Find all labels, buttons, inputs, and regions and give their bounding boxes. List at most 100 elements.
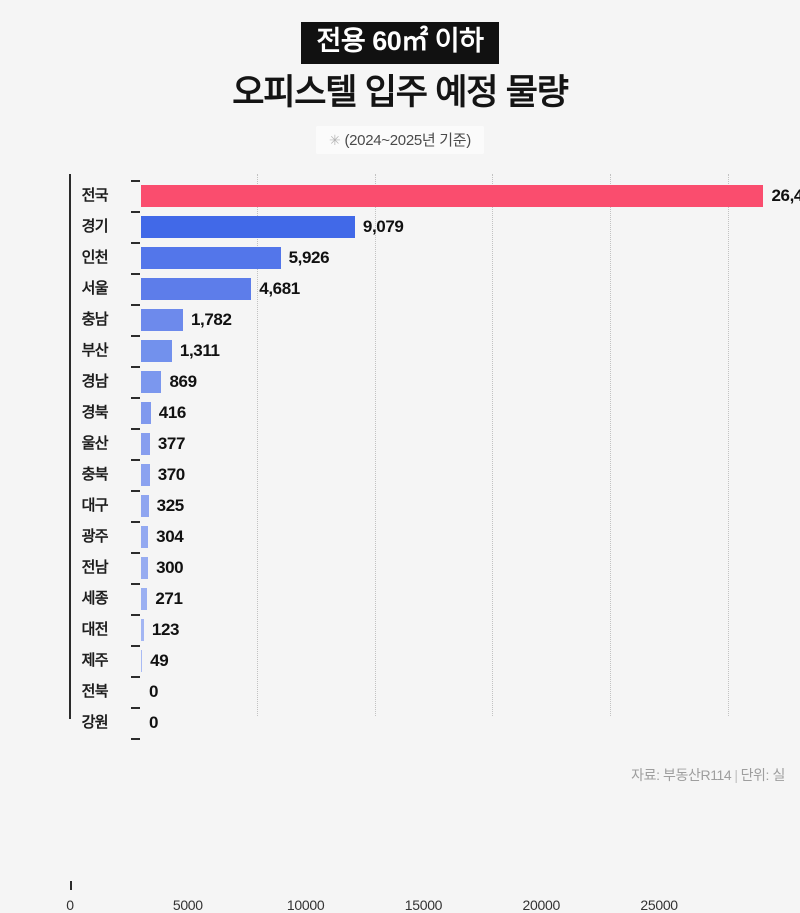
bar-row[interactable]: 경북 416 bbox=[70, 397, 800, 428]
bar-row[interactable]: 인천 5,926 bbox=[70, 242, 800, 273]
y-axis-tick bbox=[131, 180, 140, 182]
bar-row[interactable]: 충남 1,782 bbox=[70, 304, 800, 335]
bar[interactable] bbox=[141, 402, 151, 424]
x-axis-tick-label: 10000 bbox=[286, 897, 325, 913]
bar[interactable] bbox=[141, 278, 252, 300]
category-label: 전국 bbox=[81, 187, 109, 204]
bar-value-label: 300 bbox=[156, 558, 184, 577]
bar[interactable] bbox=[141, 588, 148, 610]
bar[interactable] bbox=[141, 650, 143, 672]
bar-value-label: 416 bbox=[158, 403, 187, 422]
bar[interactable] bbox=[141, 340, 172, 362]
plot-area: 전국 26,417 경기 9,079 인천 5,926 서울 4,681 충남 1,782 부산 1,… bbox=[70, 174, 800, 740]
page-title: 오피스텔 입주 예정 물량 bbox=[232, 72, 569, 112]
asterisk-icon: ✳ bbox=[329, 132, 341, 149]
y-axis-tick bbox=[131, 676, 140, 678]
bar-value-label: 123 bbox=[151, 620, 180, 639]
y-axis-tick bbox=[131, 459, 140, 461]
bar-row[interactable]: 강원 0 bbox=[70, 707, 800, 738]
bar-value-label: 0 bbox=[149, 682, 159, 701]
category-label: 충북 bbox=[81, 466, 109, 483]
subtitle-wrapper: ✳ (2024~2025년 기준) bbox=[0, 126, 800, 155]
bar-value-label: 1,782 bbox=[190, 310, 232, 329]
bar[interactable] bbox=[141, 433, 150, 455]
bar-row[interactable]: 전국 26,417 bbox=[70, 180, 800, 211]
category-label: 충남 bbox=[81, 311, 109, 328]
bar[interactable] bbox=[141, 526, 149, 548]
bar-value-label: 325 bbox=[156, 496, 185, 515]
bar[interactable] bbox=[141, 309, 183, 331]
bar-row[interactable]: 충북 370 bbox=[70, 459, 800, 490]
y-axis-tick bbox=[131, 645, 140, 647]
category-label: 전북 bbox=[81, 683, 109, 700]
bar-value-label: 5,926 bbox=[288, 248, 330, 267]
gridline bbox=[492, 174, 494, 716]
bar[interactable] bbox=[141, 371, 162, 393]
footer-separator: | bbox=[734, 767, 738, 783]
y-axis-tick bbox=[131, 335, 140, 337]
y-axis-tick bbox=[131, 490, 140, 492]
bar-row[interactable]: 제주 49 bbox=[70, 645, 800, 676]
bar[interactable] bbox=[141, 216, 355, 238]
bar-row[interactable]: 광주 304 bbox=[70, 521, 800, 552]
bar-value-label: 49 bbox=[150, 651, 169, 670]
y-axis-tick bbox=[131, 583, 140, 585]
category-badge: 전용 60㎡ 이하 bbox=[300, 22, 500, 64]
bar-value-label: 370 bbox=[157, 465, 186, 484]
gridline bbox=[374, 174, 376, 716]
y-axis-tick bbox=[131, 521, 140, 523]
bar[interactable] bbox=[141, 557, 149, 579]
bar-row[interactable]: 부산 1,311 bbox=[70, 335, 800, 366]
x-axis-tick-label: 0 bbox=[66, 897, 74, 913]
bar-value-label: 1,311 bbox=[179, 341, 220, 360]
bar[interactable] bbox=[141, 185, 764, 207]
y-axis-tick bbox=[131, 273, 140, 275]
category-label: 광주 bbox=[81, 528, 109, 545]
category-label: 인천 bbox=[81, 249, 109, 266]
bar-value-label: 0 bbox=[149, 713, 159, 732]
bar-row[interactable]: 서울 4,681 bbox=[70, 273, 800, 304]
gridline bbox=[610, 174, 612, 716]
source-label: 자료: 부동산R114 bbox=[631, 767, 732, 783]
bar-value-label: 4,681 bbox=[259, 279, 300, 298]
bar-row[interactable]: 대전 123 bbox=[70, 614, 800, 645]
category-label: 경남 bbox=[81, 373, 109, 390]
category-label: 경기 bbox=[81, 218, 109, 235]
gridline bbox=[728, 174, 730, 716]
subtitle-text: (2024~2025년 기준) bbox=[344, 132, 471, 150]
bar-chart: 전국 26,417 경기 9,079 인천 5,926 서울 4,681 충남 1,782 부산 1,… bbox=[0, 168, 800, 913]
unit-label: 단위: 실 bbox=[740, 767, 786, 783]
bar[interactable] bbox=[141, 464, 150, 486]
category-label: 전남 bbox=[81, 559, 109, 576]
bar-value-label: 869 bbox=[169, 372, 197, 391]
bar-row[interactable]: 전북 0 bbox=[70, 676, 800, 707]
category-label: 세종 bbox=[81, 590, 109, 607]
y-axis-tick bbox=[131, 614, 140, 616]
bar-row[interactable]: 전남 300 bbox=[70, 552, 800, 583]
y-axis-tick bbox=[131, 304, 140, 306]
gridline bbox=[256, 174, 258, 716]
y-axis-tick bbox=[131, 707, 140, 709]
chart-footer: 자료: 부동산R114 | 단위: 실 bbox=[631, 765, 785, 785]
category-label: 경북 bbox=[81, 404, 109, 421]
bar[interactable] bbox=[141, 619, 144, 641]
bar-value-label: 26,417 bbox=[771, 186, 800, 205]
category-label: 제주 bbox=[81, 652, 109, 669]
category-label: 울산 bbox=[81, 435, 109, 452]
bar-row[interactable]: 대구 325 bbox=[70, 490, 800, 521]
category-label: 부산 bbox=[81, 342, 109, 359]
x-axis-origin-tick bbox=[70, 881, 72, 890]
y-axis-line bbox=[69, 174, 71, 719]
bar[interactable] bbox=[141, 247, 281, 269]
bar[interactable] bbox=[141, 495, 149, 517]
bar-row[interactable]: 세종 271 bbox=[70, 583, 800, 614]
category-label: 대구 bbox=[81, 497, 109, 514]
chart-header: 전용 60㎡ 이하 오피스텔 입주 예정 물량 ✳ (2024~2025년 기준) bbox=[0, 0, 800, 155]
bar-value-label: 271 bbox=[155, 589, 183, 608]
bar-row[interactable]: 경기 9,079 bbox=[70, 211, 800, 242]
y-axis-tick bbox=[131, 366, 140, 368]
x-axis-tick-label: 20000 bbox=[522, 897, 561, 913]
bar-row[interactable]: 울산 377 bbox=[70, 428, 800, 459]
bar-row[interactable]: 경남 869 bbox=[70, 366, 800, 397]
y-axis-tick bbox=[131, 428, 140, 430]
